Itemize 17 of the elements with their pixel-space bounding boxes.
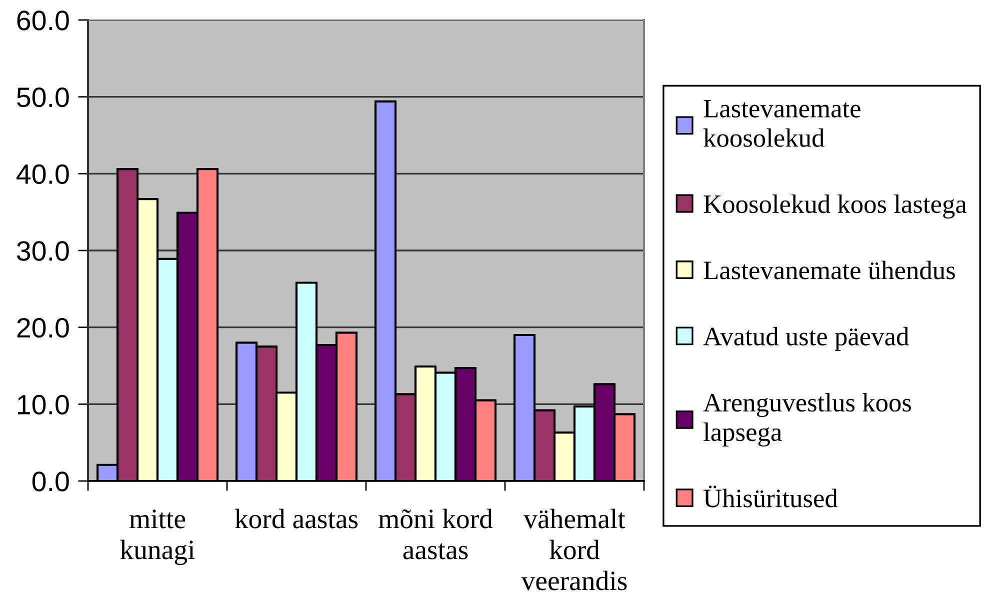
y-tick-label: 60.0 xyxy=(17,10,69,30)
legend-label: Koosolekud koos lastega xyxy=(704,194,967,219)
y-tick-label: 0.0 xyxy=(32,472,69,492)
legend-label: Ühisüritused xyxy=(704,486,838,508)
x-tick-label: vähemalt kord veerandis xyxy=(521,508,627,590)
x-tick-label: mitte kunagi xyxy=(120,510,195,566)
legend-label: Avatud uste päevad xyxy=(703,326,909,351)
y-tick-label: 10.0 xyxy=(18,394,69,415)
legend-label: Lastevanemate ühendus xyxy=(704,260,955,280)
legend-label: Lastevanemate koosolekud xyxy=(704,100,860,147)
x-tick-label: kord aastas xyxy=(234,508,358,528)
legend-label: Arenguvestlus koos lapsega xyxy=(703,393,911,447)
y-tick-label: 30.0 xyxy=(16,241,69,261)
y-tick-label: 50.0 xyxy=(16,88,69,108)
x-tick-label: mõni kord aastas xyxy=(378,508,493,560)
y-tick-label: 20.0 xyxy=(17,318,69,338)
y-tick-label: 40.0 xyxy=(16,164,69,184)
